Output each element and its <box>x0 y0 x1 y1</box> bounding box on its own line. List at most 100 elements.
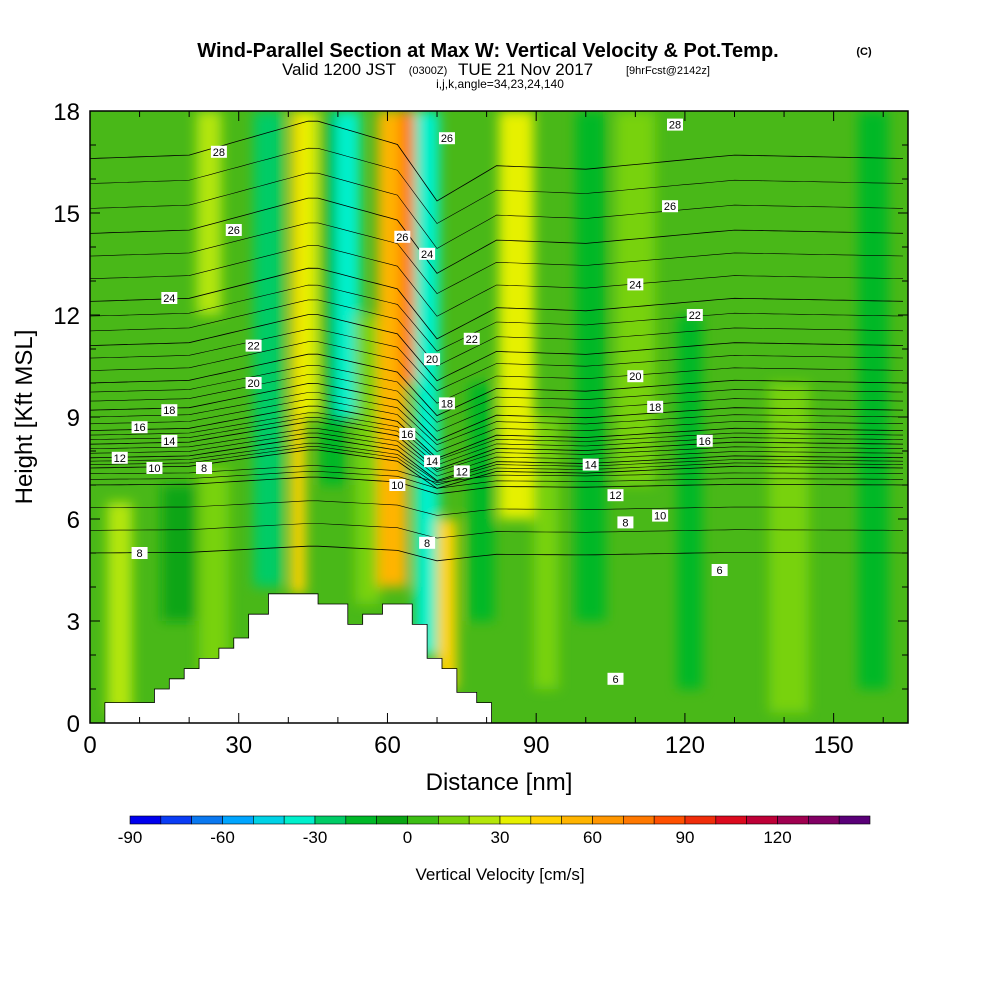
w-band-21 <box>858 111 889 689</box>
valid-utc: (0300Z) <box>409 65 448 77</box>
contour-label-text: 20 <box>629 371 641 383</box>
x-tick-label: 120 <box>665 732 705 759</box>
theta-contour-minor <box>90 500 903 516</box>
y-tick-label: 18 <box>53 99 80 126</box>
colorbar-swatch <box>314 815 347 825</box>
contour-label-text: 24 <box>421 249 433 261</box>
contour-label: 28 <box>666 118 683 132</box>
contour-label-text: 14 <box>426 456 438 468</box>
colorbar-swatch <box>715 815 747 825</box>
w-band-6 <box>298 111 319 417</box>
contour-label-text: 16 <box>699 436 711 448</box>
theta-contour-minor <box>90 412 904 461</box>
colorbar-swatch <box>160 815 192 825</box>
contour-label-text: 18 <box>649 402 661 414</box>
contour-label: 26 <box>438 132 455 145</box>
y-tick-label: 6 <box>67 507 80 534</box>
contour-label: 8 <box>196 462 213 475</box>
chart-title: Wind-Parallel Section at Max W: Vertical… <box>197 40 778 62</box>
contour-label-text: 26 <box>396 232 408 244</box>
x-axis-label: Distance [nm] <box>426 769 573 796</box>
contour-label-text: 20 <box>247 378 259 390</box>
theta-contour-minor <box>90 399 904 452</box>
colorbar-swatch <box>253 815 285 825</box>
contour-labels: 28 26 24 22 20 18 16 14 12 10 8 8 26 26 24 22 20 18 16 14 12… <box>111 118 728 686</box>
w-band-14 <box>469 383 495 621</box>
contour-label-text: 22 <box>247 341 259 353</box>
colorbar-swatch <box>283 815 316 825</box>
forecast-info: [9hrFcst@2142z] <box>626 65 710 77</box>
contour-label: 26 <box>662 200 679 213</box>
w-band-20 <box>769 383 809 713</box>
theta-contour-8 <box>90 476 904 495</box>
colorbar-label: Vertical Velocity [cm/s] <box>415 865 584 884</box>
contour-label: 8 <box>131 547 148 560</box>
theta-contour-minor <box>90 374 904 432</box>
theta-contour-minor <box>90 299 904 367</box>
contour-label: 6 <box>711 564 728 577</box>
contour-label: 18 <box>438 397 455 410</box>
colorbar-swatch <box>684 815 717 825</box>
contour-label-text: 18 <box>441 398 453 410</box>
x-tick-label: 60 <box>374 732 401 759</box>
contour-label-text: 28 <box>669 120 681 132</box>
theta-contour-minor <box>90 417 904 466</box>
colorbar: -90 -60 -30 0 30 60 90 120 <box>118 815 871 847</box>
valid-date: TUE 21 Nov 2017 <box>458 60 593 79</box>
colorbar-swatch <box>129 815 162 825</box>
contour-label: 26 <box>225 224 242 237</box>
terrain-mask <box>104 593 492 723</box>
colorbar-tick-label: 90 <box>676 828 695 847</box>
contour-label-text: 26 <box>228 225 240 237</box>
colorbar-tick-label: -60 <box>210 828 235 847</box>
contour-label: 6 <box>607 672 624 686</box>
colorbar-tick-label: 60 <box>583 828 602 847</box>
contour-label: 28 <box>210 145 227 159</box>
contour-label-text: 6 <box>612 674 618 686</box>
contour-label-text: 12 <box>609 490 621 502</box>
y-tick-label: 0 <box>67 711 80 738</box>
contour-label-text: 10 <box>148 463 160 475</box>
contour-label: 10 <box>652 509 669 523</box>
colorbar-tick-label: 120 <box>763 828 791 847</box>
colorbar-swatch <box>653 815 686 825</box>
theta-contour-minor <box>90 428 904 472</box>
contour-label-text: 10 <box>654 511 666 523</box>
contour-label-text: 12 <box>456 466 468 478</box>
contour-label: 14 <box>582 458 599 472</box>
y-axis: 0 3 6 9 12 15 18 <box>53 99 908 738</box>
contour-label-text: 26 <box>441 133 453 145</box>
x-axis: 0 30 60 90 120 150 <box>83 111 884 759</box>
contour-label: 20 <box>627 370 644 383</box>
colorbar-swatch <box>592 815 624 825</box>
w-band-0 <box>107 502 133 713</box>
theta-contour-minor <box>90 147 904 224</box>
y-tick-label: 9 <box>67 405 80 432</box>
contour-label: 12 <box>607 489 624 502</box>
contour-label: 16 <box>696 434 713 448</box>
contour-label: 22 <box>686 309 703 322</box>
colorbar-swatch <box>376 815 408 825</box>
contour-label-text: 16 <box>401 429 413 441</box>
w-band-19 <box>677 315 703 689</box>
contour-label: 20 <box>424 353 441 366</box>
colorbar-swatch <box>222 815 254 825</box>
contour-label: 16 <box>399 428 416 441</box>
colorbar-tick-label: -30 <box>303 828 328 847</box>
x-tick-label: 90 <box>523 732 550 759</box>
theta-contour-22 <box>90 314 904 382</box>
contour-label-text: 8 <box>137 548 143 560</box>
theta-contour-minor <box>90 284 904 352</box>
contour-label: 16 <box>131 421 148 434</box>
theta-contour-minor <box>90 392 904 446</box>
theta-contour-26 <box>90 197 904 274</box>
colorbar-swatch <box>808 815 840 825</box>
x-tick-label: 150 <box>814 732 854 759</box>
colorbar-swatch <box>746 815 778 825</box>
contour-label: 24 <box>419 247 436 261</box>
theta-contour-minor <box>90 442 904 482</box>
theta-contour-minor <box>90 222 904 294</box>
contour-label-text: 24 <box>163 293 175 305</box>
contour-label: 12 <box>453 465 470 478</box>
contour-label: 18 <box>647 400 664 414</box>
